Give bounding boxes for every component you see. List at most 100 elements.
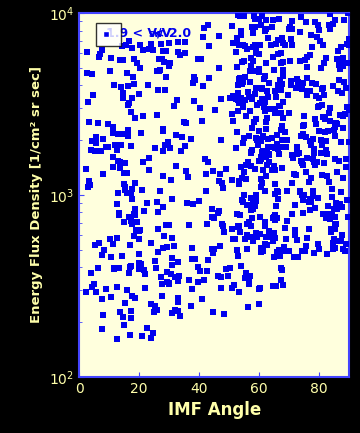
Point — [131, 81, 137, 88]
Point — [89, 284, 95, 291]
Point — [230, 110, 235, 117]
Point — [265, 93, 271, 100]
Point — [259, 148, 265, 155]
Point — [335, 48, 341, 55]
Point — [96, 240, 102, 247]
Point — [266, 233, 271, 240]
Point — [280, 115, 286, 122]
Point — [154, 112, 160, 119]
Point — [188, 136, 193, 142]
Point — [162, 87, 167, 94]
Point — [124, 169, 130, 176]
Point — [244, 220, 249, 227]
Point — [170, 235, 175, 242]
Point — [176, 258, 181, 265]
Point — [203, 171, 209, 178]
Point — [99, 326, 105, 333]
Text: < 2.0: < 2.0 — [154, 27, 191, 40]
Point — [333, 120, 338, 127]
Point — [117, 309, 123, 316]
Point — [272, 109, 278, 116]
Point — [136, 259, 142, 266]
Point — [200, 82, 206, 89]
Point — [330, 20, 336, 27]
Point — [91, 281, 97, 288]
Point — [227, 95, 233, 102]
Point — [230, 92, 236, 99]
Point — [92, 242, 98, 249]
Point — [343, 156, 348, 163]
Point — [240, 97, 246, 104]
Point — [195, 278, 201, 285]
Point — [96, 54, 102, 61]
Point — [176, 273, 182, 280]
Point — [278, 49, 284, 56]
Point — [126, 214, 132, 221]
Point — [325, 251, 330, 258]
Point — [250, 206, 256, 213]
Point — [248, 233, 254, 240]
Text: 1.9 < V/V: 1.9 < V/V — [106, 27, 171, 40]
Point — [210, 250, 216, 257]
Point — [184, 199, 190, 206]
Point — [150, 47, 156, 54]
Point — [211, 309, 216, 316]
Point — [294, 151, 300, 158]
Point — [139, 261, 144, 268]
Point — [312, 162, 318, 169]
Point — [218, 273, 224, 280]
Point — [258, 137, 264, 144]
Point — [338, 237, 344, 244]
Point — [330, 239, 336, 246]
Point — [258, 249, 264, 255]
Point — [85, 183, 91, 190]
Point — [316, 94, 322, 101]
Point — [321, 91, 327, 98]
Point — [256, 128, 261, 135]
Point — [134, 218, 140, 225]
Point — [237, 223, 242, 230]
Point — [127, 241, 132, 248]
Point — [150, 330, 156, 336]
Point — [251, 13, 257, 19]
Point — [262, 107, 267, 114]
Point — [219, 284, 224, 291]
Point — [264, 241, 270, 248]
Point — [87, 181, 93, 188]
Point — [215, 210, 221, 216]
Point — [337, 61, 342, 68]
Point — [261, 103, 266, 110]
Point — [169, 255, 175, 262]
Point — [302, 248, 308, 255]
Point — [183, 143, 188, 150]
Point — [210, 213, 215, 220]
Point — [171, 242, 177, 249]
Point — [122, 160, 128, 167]
Point — [273, 282, 279, 289]
Point — [279, 143, 285, 150]
Point — [153, 264, 159, 271]
Point — [167, 280, 172, 287]
Point — [311, 249, 316, 256]
Point — [248, 149, 254, 156]
Point — [166, 40, 172, 47]
Point — [269, 229, 275, 236]
Point — [257, 158, 263, 165]
Point — [129, 293, 135, 300]
Point — [330, 246, 336, 252]
Point — [259, 84, 265, 91]
Point — [307, 52, 313, 58]
Point — [311, 149, 317, 156]
Point — [256, 50, 262, 57]
Point — [160, 172, 166, 179]
Point — [128, 189, 134, 196]
Point — [178, 147, 184, 154]
Point — [130, 186, 135, 193]
Point — [302, 57, 308, 64]
Point — [256, 301, 262, 307]
Point — [110, 154, 116, 161]
Point — [253, 48, 259, 55]
Point — [255, 141, 261, 148]
Point — [176, 39, 181, 46]
Point — [86, 118, 92, 125]
